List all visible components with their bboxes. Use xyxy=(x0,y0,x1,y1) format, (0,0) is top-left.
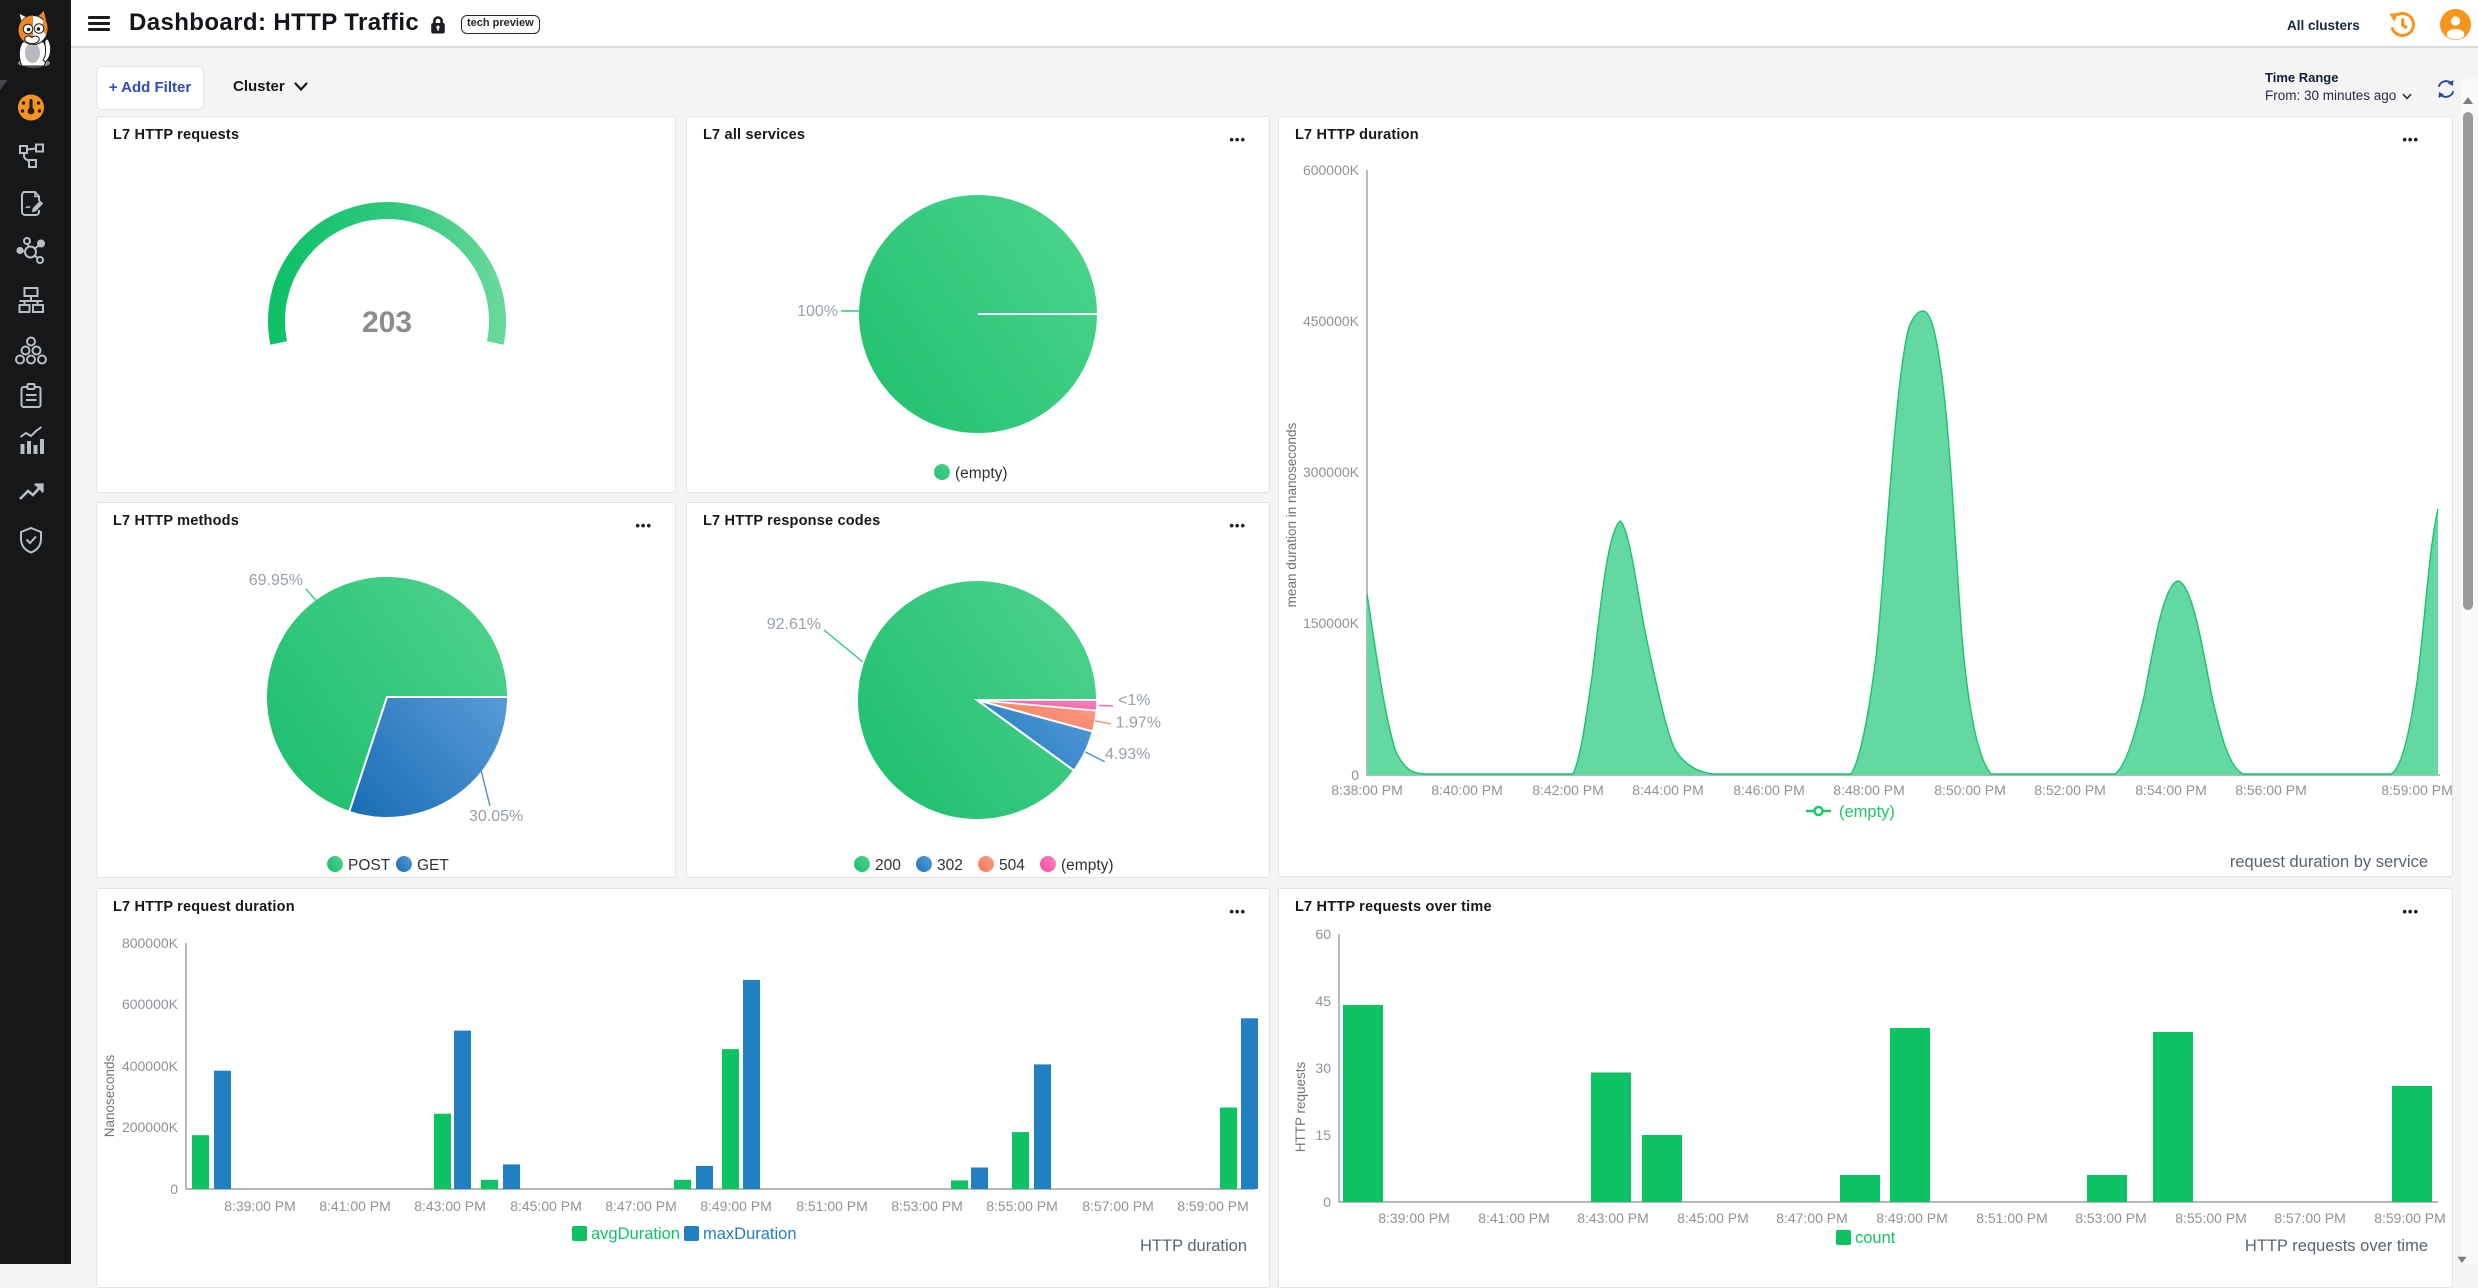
svg-text:8:39:00 PM: 8:39:00 PM xyxy=(224,1198,296,1214)
svg-text:8:39:00 PM: 8:39:00 PM xyxy=(1378,1210,1450,1226)
svg-text:8:57:00 PM: 8:57:00 PM xyxy=(1082,1198,1154,1214)
svg-text:8:40:00 PM: 8:40:00 PM xyxy=(1431,782,1503,798)
svg-text:30: 30 xyxy=(1315,1060,1331,1076)
svg-text:8:41:00 PM: 8:41:00 PM xyxy=(319,1198,391,1214)
svg-text:8:43:00 PM: 8:43:00 PM xyxy=(1577,1210,1649,1226)
svg-text:400000K: 400000K xyxy=(122,1058,179,1074)
svg-text:8:57:00 PM: 8:57:00 PM xyxy=(2274,1210,2346,1226)
svg-text:302: 302 xyxy=(937,857,963,874)
svg-text:30.05%: 30.05% xyxy=(469,808,523,825)
svg-text:200000K: 200000K xyxy=(122,1119,179,1135)
svg-text:(empty): (empty) xyxy=(1839,803,1895,821)
svg-text:8:50:00 PM: 8:50:00 PM xyxy=(1934,782,2006,798)
svg-text:600000K: 600000K xyxy=(1303,162,1360,178)
svg-text:maxDuration: maxDuration xyxy=(703,1225,797,1243)
svg-text:GET: GET xyxy=(417,857,449,874)
svg-text:200: 200 xyxy=(875,857,901,874)
svg-text:POST: POST xyxy=(348,857,391,874)
svg-text:800000K: 800000K xyxy=(122,935,179,951)
svg-text:8:56:00 PM: 8:56:00 PM xyxy=(2235,782,2307,798)
svg-text:8:47:00 PM: 8:47:00 PM xyxy=(1776,1210,1848,1226)
svg-text:8:38:00 PM: 8:38:00 PM xyxy=(1331,782,1403,798)
svg-text:Nanoseconds: Nanoseconds xyxy=(102,1054,117,1137)
svg-text:8:46:00 PM: 8:46:00 PM xyxy=(1733,782,1805,798)
svg-text:0: 0 xyxy=(1323,1194,1331,1210)
svg-text:HTTP requests over time: HTTP requests over time xyxy=(2245,1237,2428,1255)
svg-text:HTTP duration: HTTP duration xyxy=(1140,1237,1247,1255)
svg-text:8:54:00 PM: 8:54:00 PM xyxy=(2135,782,2207,798)
svg-text:450000K: 450000K xyxy=(1303,313,1360,329)
svg-text:avgDuration: avgDuration xyxy=(591,1225,680,1243)
svg-text:8:59:00 PM: 8:59:00 PM xyxy=(2374,1210,2446,1226)
svg-text:8:55:00 PM: 8:55:00 PM xyxy=(986,1198,1058,1214)
svg-text:100%: 100% xyxy=(797,303,838,320)
svg-text:8:53:00 PM: 8:53:00 PM xyxy=(2075,1210,2147,1226)
svg-text:8:49:00 PM: 8:49:00 PM xyxy=(700,1198,772,1214)
svg-text:8:49:00 PM: 8:49:00 PM xyxy=(1876,1210,1948,1226)
svg-text:8:51:00 PM: 8:51:00 PM xyxy=(1976,1210,2048,1226)
svg-text:8:48:00 PM: 8:48:00 PM xyxy=(1833,782,1905,798)
svg-text:8:44:00 PM: 8:44:00 PM xyxy=(1632,782,1704,798)
svg-text:8:52:00 PM: 8:52:00 PM xyxy=(2034,782,2106,798)
svg-text:0: 0 xyxy=(170,1181,178,1197)
svg-text:69.95%: 69.95% xyxy=(249,572,303,589)
svg-text:15: 15 xyxy=(1315,1127,1331,1143)
svg-text:8:59:00 PM: 8:59:00 PM xyxy=(1177,1198,1249,1214)
svg-text:<1%: <1% xyxy=(1118,692,1150,709)
svg-text:8:51:00 PM: 8:51:00 PM xyxy=(796,1198,868,1214)
svg-text:600000K: 600000K xyxy=(122,996,179,1012)
svg-text:8:59:00 PM: 8:59:00 PM xyxy=(2381,782,2452,798)
svg-text:8:45:00 PM: 8:45:00 PM xyxy=(1677,1210,1749,1226)
svg-text:203: 203 xyxy=(362,306,412,339)
svg-text:300000K: 300000K xyxy=(1303,464,1360,480)
svg-text:150000K: 150000K xyxy=(1303,615,1360,631)
svg-text:8:47:00 PM: 8:47:00 PM xyxy=(605,1198,677,1214)
svg-text:45: 45 xyxy=(1315,993,1331,1009)
svg-text:mean duration in nanoseconds: mean duration in nanoseconds xyxy=(1284,422,1299,607)
svg-text:504: 504 xyxy=(999,857,1025,874)
svg-text:8:53:00 PM: 8:53:00 PM xyxy=(891,1198,963,1214)
svg-text:request duration by service: request duration by service xyxy=(2230,853,2428,871)
svg-text:(empty): (empty) xyxy=(1061,857,1114,874)
svg-text:0: 0 xyxy=(1351,767,1359,783)
svg-text:8:41:00 PM: 8:41:00 PM xyxy=(1478,1210,1550,1226)
svg-text:60: 60 xyxy=(1315,926,1331,942)
svg-text:8:45:00 PM: 8:45:00 PM xyxy=(510,1198,582,1214)
svg-text:92.61%: 92.61% xyxy=(767,616,821,633)
svg-text:HTTP requests: HTTP requests xyxy=(1293,1061,1308,1152)
svg-text:count: count xyxy=(1855,1229,1896,1247)
svg-text:8:43:00 PM: 8:43:00 PM xyxy=(414,1198,486,1214)
svg-text:1.97%: 1.97% xyxy=(1116,715,1161,732)
svg-text:4.93%: 4.93% xyxy=(1105,746,1150,763)
svg-text:(empty): (empty) xyxy=(955,465,1008,482)
svg-text:8:42:00 PM: 8:42:00 PM xyxy=(1532,782,1604,798)
svg-text:8:55:00 PM: 8:55:00 PM xyxy=(2175,1210,2247,1226)
